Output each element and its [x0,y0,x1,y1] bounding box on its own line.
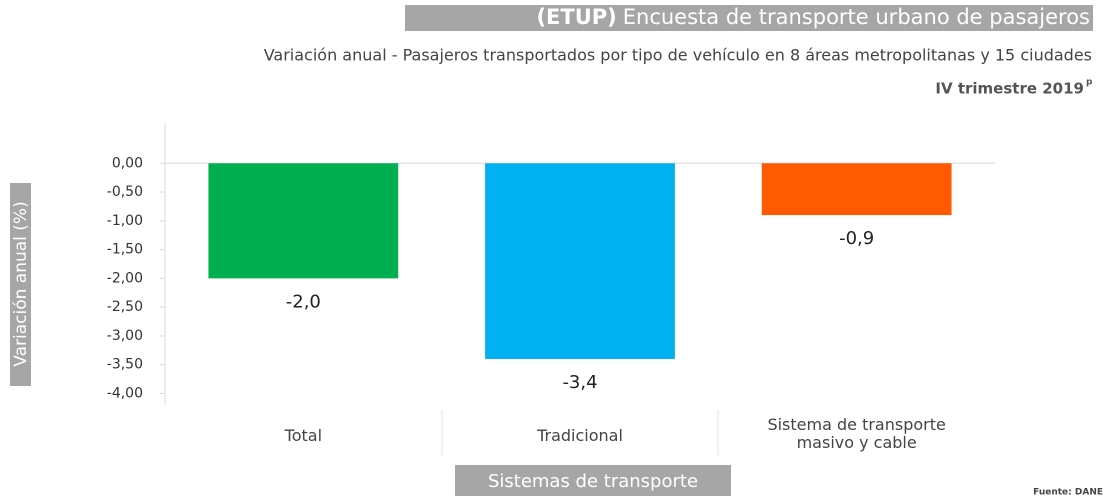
x-tick-label-box: Total [284,426,323,445]
subtitle: Variación anual - Pasajeros transportado… [264,46,1092,65]
y-tick-label: -4,00 [107,385,143,401]
y-tick-label: -2,50 [107,299,143,315]
y-tick-label: -0,50 [107,184,143,200]
x-tick-label-box: Tradicional [537,426,623,445]
y-tick-label: -2,00 [107,270,143,286]
y-tick-label: -3,50 [107,357,143,373]
x-tick-label: Tradicional [537,426,623,445]
y-tick-label: -3,00 [107,328,143,344]
period-note: p [1086,78,1093,88]
bar [761,163,952,216]
bar [485,163,675,359]
y-axis-label: Variación anual (%) [11,201,31,366]
title-background [405,5,1093,31]
x-axis-label: Sistemas de transporte [488,471,698,492]
y-tick-label: -1,00 [107,213,143,229]
x-label-background [455,465,731,496]
value-label: -2,0 [286,291,321,312]
source: Fuente: DANE [1033,488,1103,498]
title-code: (ETUP) [536,5,616,29]
value-label: -3,4 [562,372,597,393]
chart-title-group: (ETUP) Encuesta de transporte urbano de p… [536,5,1090,29]
y-label-background [10,183,31,386]
value-label: -0,9 [839,228,874,249]
x-tick-label: Total [284,426,323,445]
x-tick-label: Sistema de transporte masivo y cable [767,416,946,452]
y-tick-label: -1,50 [107,242,143,258]
period: IV trimestre 2019 [935,80,1084,98]
bar [208,163,399,279]
y-tick-label: 0,00 [112,155,143,171]
x-tick-label-box: Sistema de transporte masivo y cable [767,416,946,452]
chart-title: Encuesta de transporte urbano de pasajer… [623,5,1090,29]
